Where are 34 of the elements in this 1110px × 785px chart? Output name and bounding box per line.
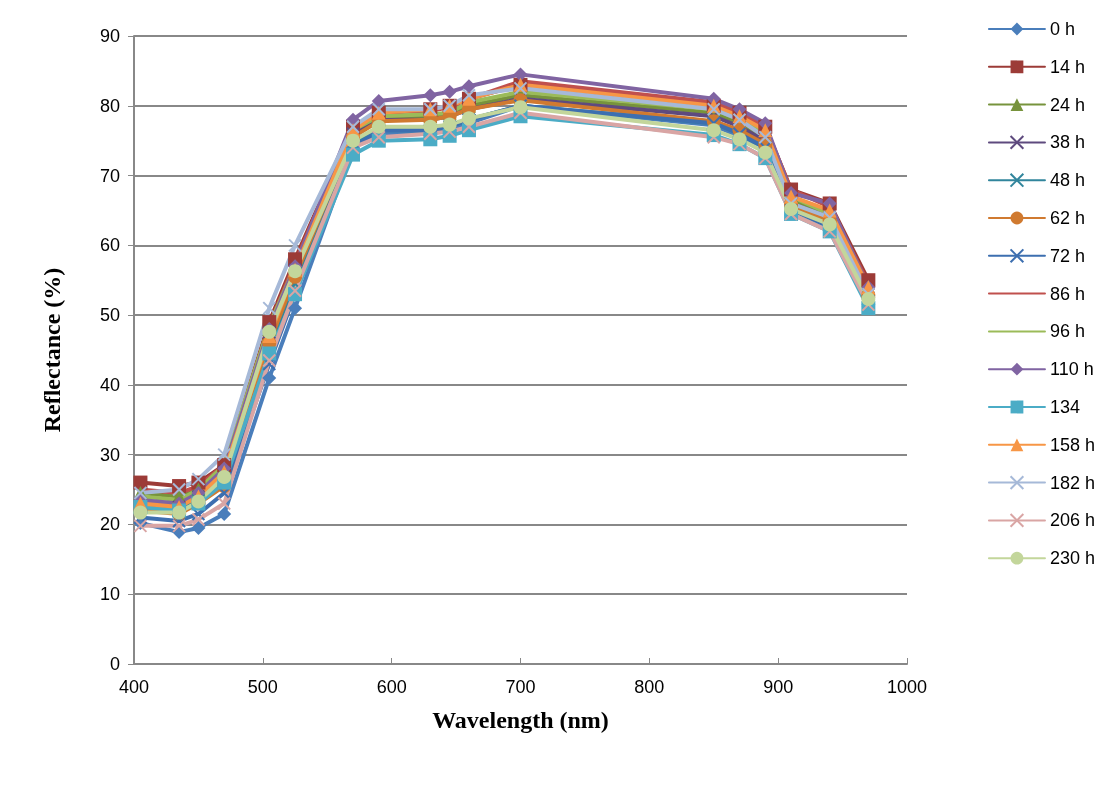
legend-label: 38 h: [1049, 132, 1085, 153]
y-tick-label: 40: [99, 374, 120, 395]
legend-label: 134: [1049, 397, 1080, 417]
x-tick-label: 1000: [886, 677, 928, 697]
legend-label: 230 h: [1049, 548, 1095, 569]
legend-label: 0 h: [1049, 19, 1075, 39]
y-tick-label: 70: [99, 165, 120, 186]
legend-label: 48 h: [1049, 170, 1085, 191]
y-tick-label: 80: [99, 95, 120, 116]
legend-label: 24 h: [1049, 94, 1085, 115]
y-tick-label: 60: [99, 235, 120, 256]
x-tick-label: 500: [247, 677, 278, 697]
legend-label: 62 h: [1049, 208, 1085, 228]
y-tick-label: 0: [109, 654, 120, 674]
legend-label: 110 h: [1049, 359, 1094, 380]
x-tick-label: 800: [634, 677, 665, 697]
legend-label: 158 h: [1049, 434, 1095, 455]
y-axis-title: Reflectance (%): [39, 267, 65, 433]
y-tick-label: 30: [99, 444, 120, 465]
legend-label: 14 h: [1049, 56, 1085, 77]
legend-label: 182 h: [1049, 472, 1095, 493]
legend-label: 206 h: [1049, 510, 1095, 531]
legend-label: 96 h: [1049, 321, 1085, 342]
x-tick-label: 700: [505, 677, 536, 697]
legend-label: 86 h: [1049, 283, 1085, 304]
y-tick-label: 20: [99, 514, 120, 535]
y-tick-label: 10: [99, 584, 120, 605]
x-axis-title: Wavelength (nm): [432, 707, 609, 733]
x-tick-label: 600: [376, 677, 407, 697]
y-tick-label: 50: [99, 305, 120, 326]
x-tick-label: 900: [763, 677, 794, 697]
legend-label: 72 h: [1049, 245, 1085, 266]
x-tick-label: 400: [118, 677, 150, 697]
y-tick-label: 90: [99, 26, 120, 46]
